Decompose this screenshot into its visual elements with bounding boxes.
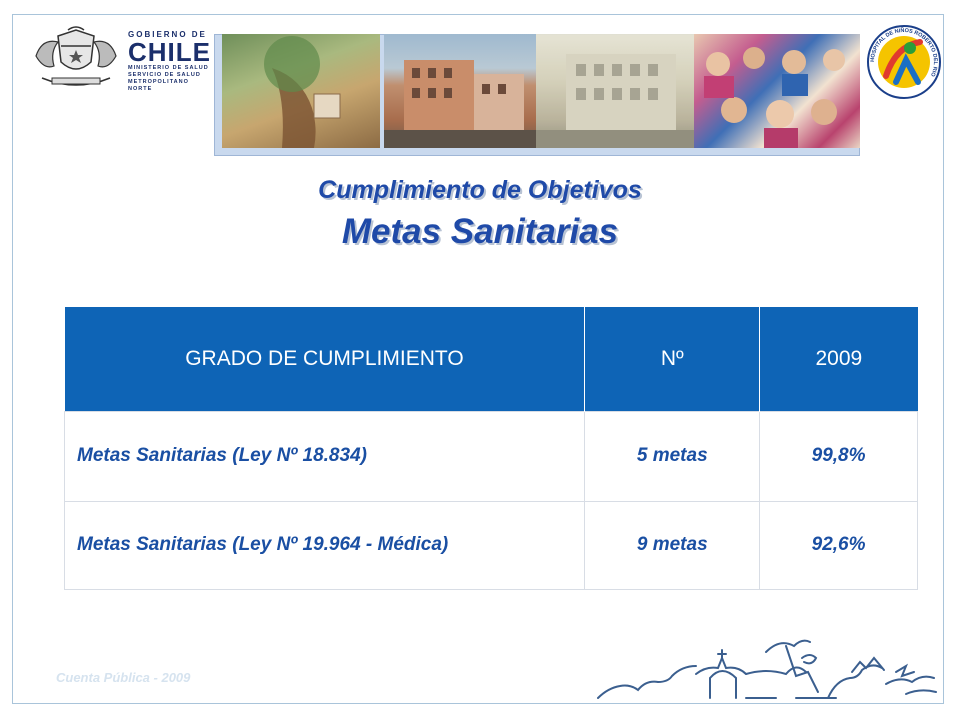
city-skyline-icon — [597, 639, 937, 699]
coat-of-arms-icon — [35, 26, 117, 86]
row-count: 9 metas — [584, 500, 761, 590]
hospital-building-photo — [384, 34, 536, 148]
children-collage-photo — [694, 34, 860, 148]
row-label: Metas Sanitarias (Ley Nº 19.964 - Médica… — [63, 500, 586, 590]
old-building-photo — [536, 34, 694, 148]
table-header-row: GRADO DE CUMPLIMIENTO Nº 2009 — [64, 307, 918, 411]
table-row: Metas Sanitarias (Ley Nº 18.834) 5 metas… — [63, 410, 918, 502]
compliance-table: GRADO DE CUMPLIMIENTO Nº 2009 Metas Sani… — [63, 307, 918, 590]
gov-small-text: GOBIERNO DE — [128, 30, 207, 39]
footer-text: Cuenta Pública - 2009 — [56, 670, 191, 685]
gov-big-text: CHILE — [128, 37, 211, 67]
header-grado-de-cumplimiento: GRADO DE CUMPLIMIENTO — [64, 307, 586, 411]
government-logo-text: GOBIERNO DE CHILE MINISTERIO DE SALUD SE… — [128, 30, 211, 93]
row-count: 5 metas — [584, 410, 761, 502]
row-value: 92,6% — [759, 500, 918, 590]
gov-sub-text-2: SERVICIO DE SALUD — [128, 72, 201, 78]
slide-subtitle: Metas Sanitarias — [341, 212, 619, 251]
gov-sub-text-1: MINISTERIO DE SALUD — [128, 65, 209, 71]
header-numero: Nº — [584, 307, 761, 411]
mural-photo — [222, 34, 380, 148]
table-row: Metas Sanitarias (Ley Nº 19.964 - Médica… — [63, 500, 918, 590]
slide-title: Cumplimiento de Objetivos — [318, 176, 642, 204]
photo-banner — [214, 34, 860, 156]
government-logo: GOBIERNO DE CHILE MINISTERIO DE SALUD SE… — [28, 26, 211, 96]
gov-sub-text-3: METROPOLITANO NORTE — [128, 79, 189, 92]
header-year: 2009 — [759, 307, 918, 411]
row-value: 99,8% — [759, 410, 918, 502]
row-label: Metas Sanitarias (Ley Nº 18.834) — [63, 410, 586, 502]
hospital-logo: HOSPITAL DE NIÑOS ROBERTO DEL RIO — [866, 24, 942, 100]
